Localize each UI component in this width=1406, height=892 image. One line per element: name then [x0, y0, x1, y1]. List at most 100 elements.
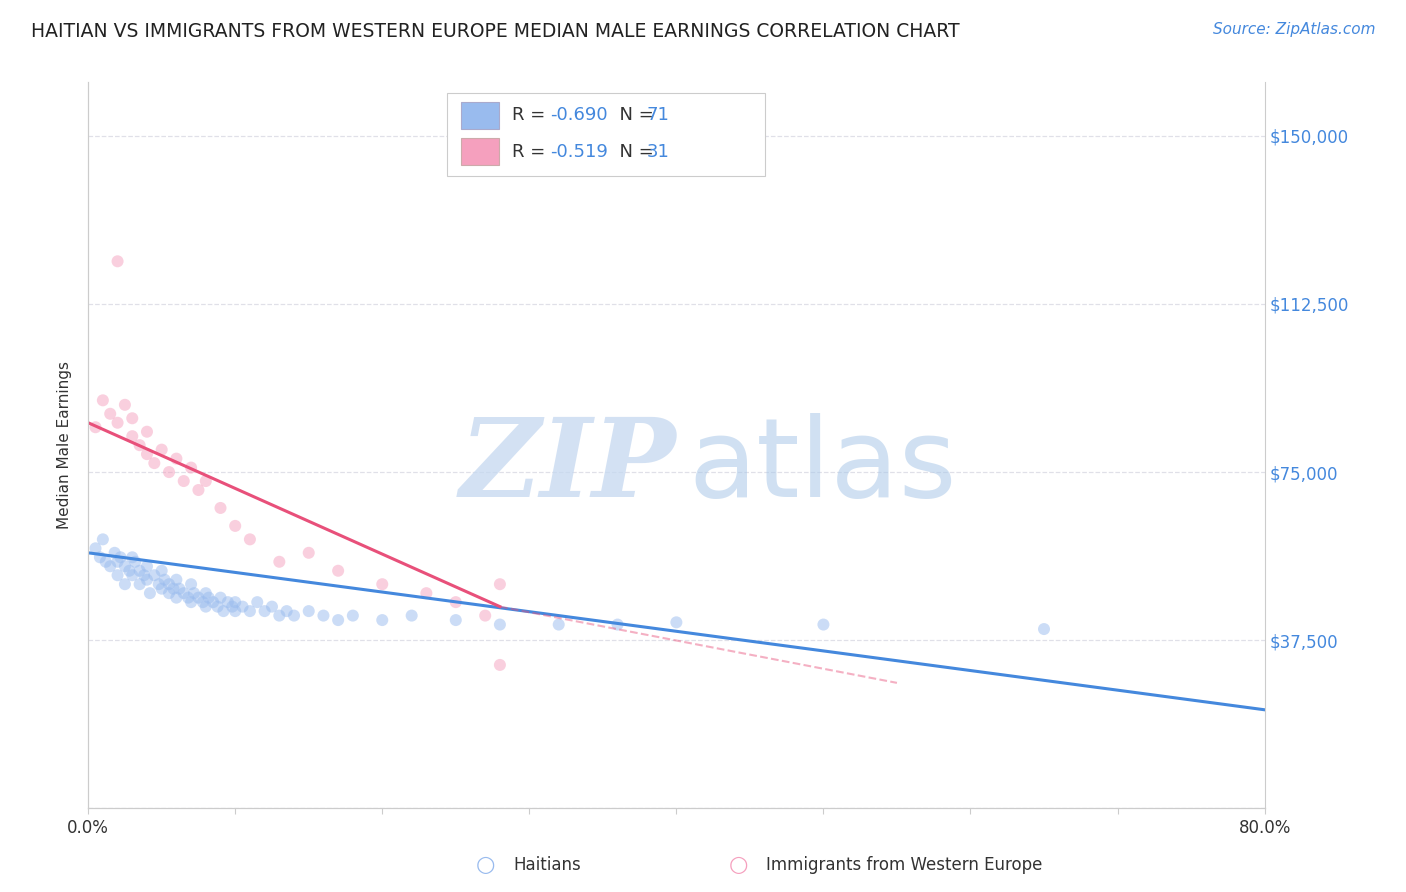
Point	[84, 420, 107, 434]
Point	[312, 608, 335, 623]
Point	[371, 577, 394, 591]
Point	[173, 586, 195, 600]
Point	[444, 613, 467, 627]
Text: atlas: atlas	[688, 414, 956, 520]
Point	[128, 577, 150, 591]
Text: Source: ZipAtlas.com: Source: ZipAtlas.com	[1212, 22, 1375, 37]
Point	[298, 604, 321, 618]
Point	[260, 599, 283, 614]
Point	[187, 591, 209, 605]
Point	[328, 613, 350, 627]
Point	[136, 573, 159, 587]
Point	[606, 617, 628, 632]
Point	[239, 533, 262, 547]
Point	[165, 573, 187, 587]
Point	[401, 608, 423, 623]
Point	[212, 604, 235, 618]
Point	[489, 657, 512, 672]
Text: R =: R =	[512, 106, 551, 124]
Point	[91, 533, 114, 547]
Point	[444, 595, 467, 609]
Point	[665, 615, 688, 630]
Point	[180, 460, 202, 475]
Point	[194, 599, 217, 614]
Point	[269, 608, 291, 623]
Text: -0.690: -0.690	[551, 106, 609, 124]
Point	[143, 456, 166, 470]
Point	[110, 550, 132, 565]
Point	[153, 573, 176, 587]
Point	[217, 595, 239, 609]
Point	[194, 474, 217, 488]
Point	[107, 254, 129, 268]
Point	[128, 564, 150, 578]
Point	[177, 591, 200, 605]
Point	[104, 546, 127, 560]
Point	[813, 617, 835, 632]
Text: HAITIAN VS IMMIGRANTS FROM WESTERN EUROPE MEDIAN MALE EARNINGS CORRELATION CHART: HAITIAN VS IMMIGRANTS FROM WESTERN EUROP…	[31, 22, 959, 41]
FancyBboxPatch shape	[461, 138, 499, 165]
Y-axis label: Median Male Earnings: Median Male Earnings	[58, 361, 72, 529]
Point	[98, 559, 121, 574]
Point	[246, 595, 269, 609]
Point	[276, 604, 298, 618]
Point	[148, 577, 170, 591]
Point	[132, 568, 155, 582]
Point	[128, 438, 150, 452]
Point	[121, 568, 143, 582]
Point	[209, 591, 232, 605]
Point	[253, 604, 276, 618]
FancyBboxPatch shape	[447, 93, 765, 177]
Text: Immigrants from Western Europe: Immigrants from Western Europe	[766, 856, 1043, 874]
Point	[209, 500, 232, 515]
Point	[114, 577, 136, 591]
Point	[157, 465, 180, 479]
Point	[165, 451, 187, 466]
Point	[136, 425, 159, 439]
Point	[150, 442, 173, 457]
Point	[183, 586, 205, 600]
Text: -0.519: -0.519	[551, 143, 609, 161]
Point	[191, 595, 214, 609]
Text: ○: ○	[728, 855, 748, 875]
Point	[124, 555, 146, 569]
Point	[489, 617, 512, 632]
Point	[489, 577, 512, 591]
Point	[371, 613, 394, 627]
Point	[94, 555, 117, 569]
Point	[139, 586, 162, 600]
Point	[180, 577, 202, 591]
Point	[114, 398, 136, 412]
FancyBboxPatch shape	[461, 102, 499, 129]
Text: ○: ○	[475, 855, 495, 875]
Point	[239, 604, 262, 618]
Text: Haitians: Haitians	[513, 856, 581, 874]
Point	[415, 586, 437, 600]
Point	[114, 559, 136, 574]
Point	[107, 416, 129, 430]
Point	[342, 608, 364, 623]
Point	[283, 608, 305, 623]
Text: N =: N =	[609, 106, 659, 124]
Point	[173, 474, 195, 488]
Point	[136, 559, 159, 574]
Point	[157, 586, 180, 600]
Point	[180, 595, 202, 609]
Point	[202, 595, 225, 609]
Point	[232, 599, 254, 614]
Point	[107, 555, 129, 569]
Point	[169, 582, 191, 596]
Point	[221, 599, 243, 614]
Point	[187, 483, 209, 497]
Point	[162, 582, 184, 596]
Point	[150, 564, 173, 578]
Point	[1033, 622, 1056, 636]
Point	[150, 582, 173, 596]
Point	[165, 591, 187, 605]
Point	[474, 608, 496, 623]
Point	[194, 586, 217, 600]
Point	[121, 411, 143, 425]
Point	[547, 617, 569, 632]
Point	[136, 447, 159, 461]
Text: R =: R =	[512, 143, 551, 161]
